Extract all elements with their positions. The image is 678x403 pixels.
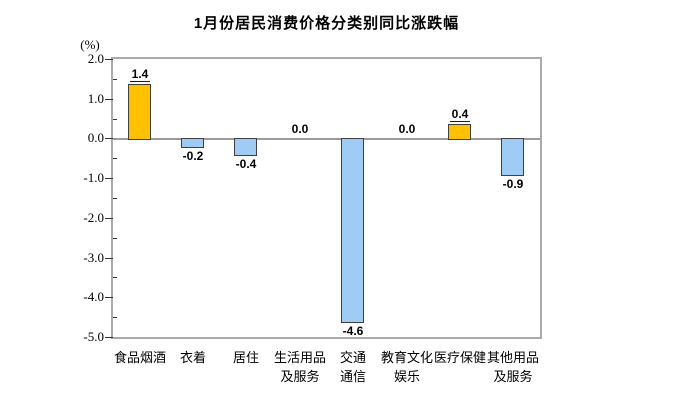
value-label: -4.6 — [330, 325, 376, 338]
y-major-tick — [105, 178, 113, 179]
y-major-tick — [105, 59, 113, 60]
y-tick-label: -4.0 — [83, 289, 104, 304]
y-major-tick — [105, 138, 113, 139]
bar — [234, 138, 257, 156]
value-label: 0.4 — [437, 108, 483, 122]
y-minor-tick — [113, 158, 117, 159]
value-label: -0.2 — [170, 150, 216, 163]
y-minor-tick — [113, 79, 117, 80]
value-label-text: 1.4 — [129, 67, 151, 82]
plot-area: 1.4 -0.2 -0.4 0.0 -4.6 0.0 0.4 -0.9 — [111, 57, 542, 339]
y-major-tick — [105, 99, 113, 100]
y-tick-label: 0.0 — [87, 130, 104, 145]
y-tick-label: -3.0 — [83, 250, 104, 265]
category-label: 居住 — [232, 350, 259, 365]
y-major-tick — [105, 218, 113, 219]
bar — [341, 138, 364, 323]
value-label: 0.0 — [277, 123, 323, 136]
value-label-text: 0.0 — [291, 122, 309, 136]
y-minor-tick — [113, 198, 117, 199]
y-minor-tick — [113, 277, 117, 278]
value-label-text: 0.0 — [398, 122, 416, 136]
y-major-tick — [105, 258, 113, 259]
category-label: 衣着 — [179, 350, 206, 365]
value-label-text: -0.2 — [182, 149, 204, 163]
category-label: 教育文化 娱乐 — [380, 350, 433, 384]
value-label-text: 0.4 — [449, 107, 471, 122]
y-minor-tick — [113, 119, 117, 120]
bar — [448, 124, 471, 140]
y-major-tick — [105, 337, 113, 338]
y-tick-label: 2.0 — [87, 51, 104, 66]
category-label: 医疗保健 — [433, 350, 486, 365]
category-label: 食品烟酒 — [113, 350, 166, 365]
chart-title: 1月份居民消费价格分类别同比涨跌幅 — [193, 15, 460, 32]
zero-axis-line — [113, 138, 540, 140]
value-label: -0.9 — [490, 178, 536, 191]
value-label-text: -0.4 — [235, 157, 257, 171]
y-tick-label: 1.0 — [87, 91, 104, 106]
value-label: 0.0 — [384, 123, 430, 136]
category-label: 生活用品 及服务 — [273, 350, 326, 384]
y-axis-unit-label: (%) — [80, 37, 100, 52]
bar — [501, 138, 524, 176]
category-label: 其他用品 及服务 — [486, 350, 539, 384]
y-minor-tick — [113, 317, 117, 318]
y-minor-tick — [113, 238, 117, 239]
y-tick-label: -2.0 — [83, 210, 104, 225]
category-label: 交通 通信 — [339, 350, 366, 384]
y-tick-label: -1.0 — [83, 170, 104, 185]
y-major-tick — [105, 297, 113, 298]
bar — [181, 138, 204, 148]
bar — [128, 84, 151, 140]
value-label-text: -4.6 — [342, 324, 364, 338]
value-label-text: -0.9 — [502, 177, 524, 191]
value-label: -0.4 — [223, 158, 269, 171]
value-label: 1.4 — [117, 68, 163, 82]
y-tick-label: -5.0 — [83, 329, 104, 344]
